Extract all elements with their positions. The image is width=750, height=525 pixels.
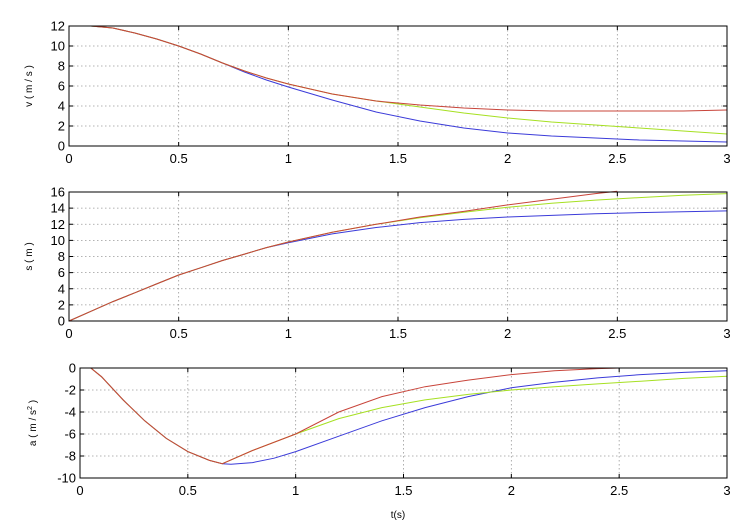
x-tick-label: 1.5 <box>394 483 412 498</box>
y-axis-title: s ( m ) <box>24 242 35 270</box>
y-tick-label: -6 <box>64 427 76 442</box>
y-tick-label: -4 <box>64 405 76 420</box>
x-tick-label: 0.5 <box>170 326 188 341</box>
y-tick-label: -10 <box>57 471 76 486</box>
x-tick-label: 3 <box>723 483 730 498</box>
series-line-3 <box>90 367 620 465</box>
series-line-3 <box>68 190 618 322</box>
y-tick-label: 8 <box>58 249 65 264</box>
y-tick-label: 12 <box>51 217 65 232</box>
x-axis-title: t(s) <box>391 510 405 521</box>
x-tick-label: 3 <box>723 151 730 166</box>
x-tick-label: 0 <box>76 483 83 498</box>
y-tick-label: 0 <box>69 361 76 376</box>
series-line-3 <box>69 25 728 112</box>
series-line-1 <box>90 367 728 465</box>
y-tick-label: 2 <box>58 119 65 134</box>
y-tick-label: -2 <box>64 383 76 398</box>
series-line-2 <box>90 367 728 465</box>
x-tick-label: 2 <box>504 151 511 166</box>
x-tick-label: 2.5 <box>608 326 626 341</box>
y-tick-label: 4 <box>58 99 65 114</box>
x-tick-label: 2.5 <box>608 151 626 166</box>
y-axis-title: v ( m / s ) <box>24 65 35 107</box>
x-tick-label: 1.5 <box>389 151 407 166</box>
y-tick-label: -8 <box>64 449 76 464</box>
y-tick-label: 0 <box>58 139 65 154</box>
y-tick-label: 10 <box>51 39 65 54</box>
x-tick-label: 2 <box>504 326 511 341</box>
x-tick-label: 2 <box>508 483 515 498</box>
x-tick-label: 1 <box>292 483 299 498</box>
y-tick-label: 8 <box>58 59 65 74</box>
y-tick-label: 6 <box>58 265 65 280</box>
y-tick-label: 6 <box>58 79 65 94</box>
x-tick-label: 1 <box>285 151 292 166</box>
x-tick-label: 0.5 <box>170 151 188 166</box>
x-tick-label: 0 <box>65 326 72 341</box>
chart-panel-3: 0 0.5 1 1.5 2 2.5 3 -10 -8 -6 -4 -2 0 a ( m / s2 ) <box>27 361 731 499</box>
y-tick-label: 16 <box>51 185 65 200</box>
y-tick-label: 14 <box>51 201 65 216</box>
chart-panel-1: 0 0.5 1 1.5 2 2.5 3 0 2 4 6 8 10 12 v ( m / s ) <box>24 19 731 167</box>
y-tick-label: 0 <box>58 314 65 329</box>
x-tick-label: 3 <box>723 326 730 341</box>
y-axis-title: a ( m / s2 ) <box>27 400 39 446</box>
y-tick-label: 12 <box>51 19 65 34</box>
x-tick-label: 2.5 <box>610 483 628 498</box>
x-tick-label: 0.5 <box>179 483 197 498</box>
x-tick-label: 1.5 <box>389 326 407 341</box>
y-tick-label: 4 <box>58 281 65 296</box>
y-tick-label: 10 <box>51 233 65 248</box>
y-tick-label: 2 <box>58 297 65 312</box>
x-tick-label: 1 <box>285 326 292 341</box>
x-tick-label: 0 <box>65 151 72 166</box>
